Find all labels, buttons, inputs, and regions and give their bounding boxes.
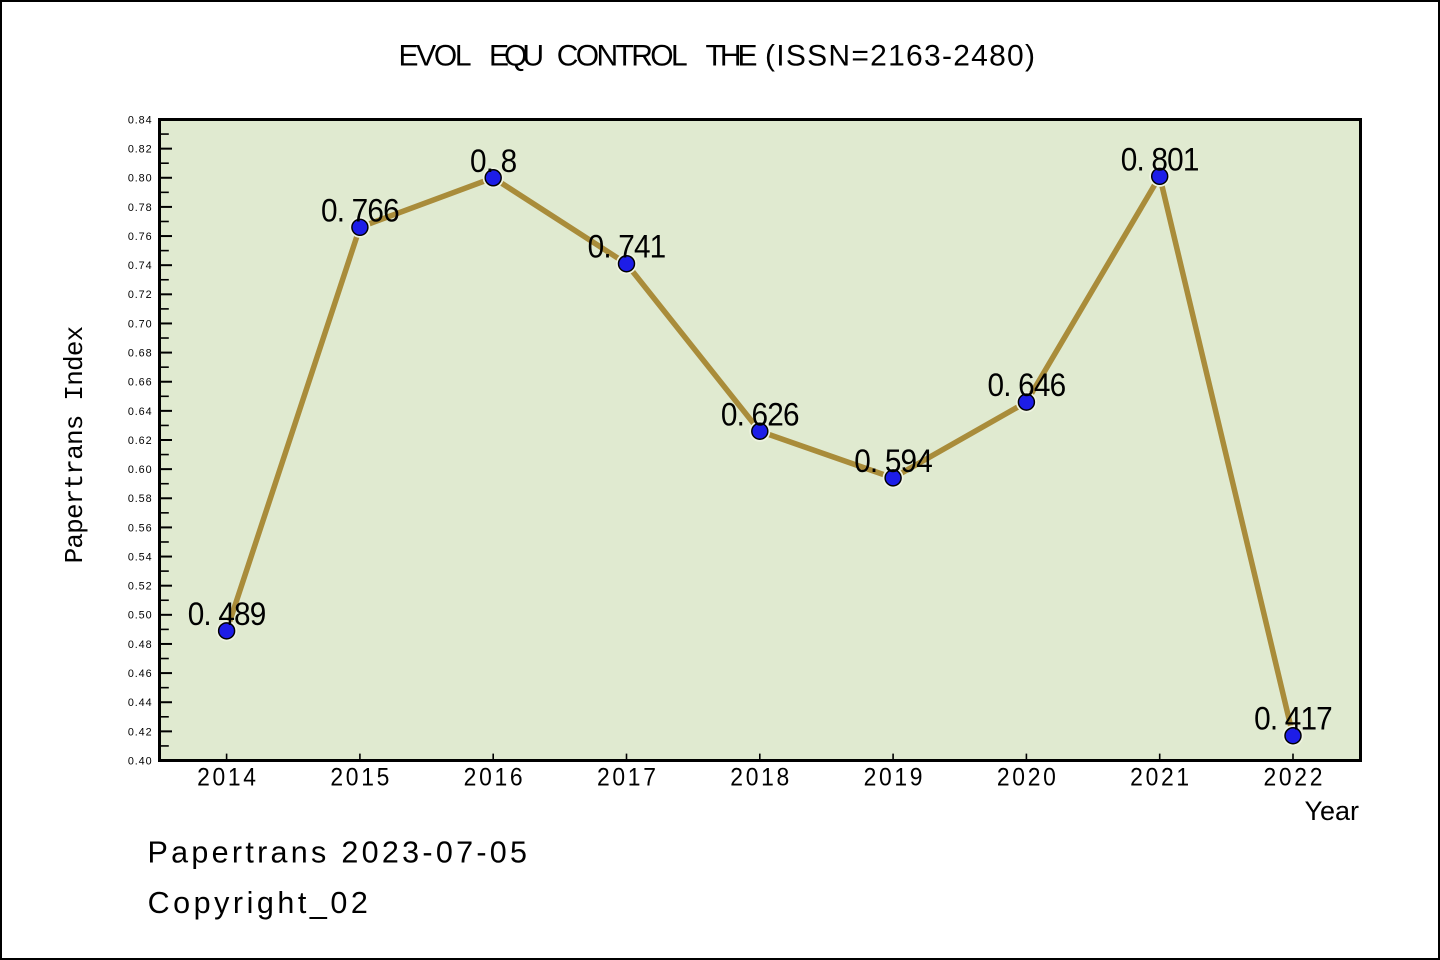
svg-text:2017: 2017 [597, 763, 659, 791]
svg-text:0.52: 0.52 [128, 581, 153, 593]
svg-text:0.74: 0.74 [128, 260, 153, 272]
svg-text:0. 646: 0. 646 [987, 367, 1065, 403]
svg-text:0.58: 0.58 [128, 493, 153, 505]
svg-text:0.82: 0.82 [128, 144, 153, 156]
svg-text:2018: 2018 [730, 763, 792, 791]
svg-text:0.40: 0.40 [128, 755, 153, 767]
svg-text:2014: 2014 [197, 763, 259, 791]
svg-text:Papertrans Index: Papertrans Index [60, 326, 90, 563]
svg-text:THE: THE [706, 40, 758, 73]
svg-text:2022: 2022 [1263, 763, 1325, 791]
svg-text:0.84: 0.84 [128, 114, 153, 126]
svg-text:0.44: 0.44 [128, 697, 153, 709]
svg-text:2015: 2015 [330, 763, 392, 791]
svg-text:0. 766: 0. 766 [321, 192, 399, 228]
svg-text:0. 8: 0. 8 [470, 143, 516, 179]
svg-text:0. 626: 0. 626 [721, 396, 799, 432]
svg-text:2020: 2020 [997, 763, 1059, 791]
svg-text:Papertrans 2023-07-05: Papertrans 2023-07-05 [148, 835, 531, 869]
svg-text:0.66: 0.66 [128, 377, 153, 389]
svg-text:(ISSN=2163-2480): (ISSN=2163-2480) [765, 40, 1035, 73]
svg-text:0. 741: 0. 741 [588, 229, 666, 265]
svg-text:2021: 2021 [1130, 763, 1192, 791]
svg-text:0.68: 0.68 [128, 347, 153, 359]
svg-text:Copyright_02: Copyright_02 [148, 886, 372, 920]
svg-text:0.62: 0.62 [128, 435, 153, 447]
svg-text:0.56: 0.56 [128, 522, 153, 534]
svg-text:EVOL: EVOL [399, 40, 472, 73]
svg-text:0.76: 0.76 [128, 231, 153, 243]
svg-text:Year: Year [1304, 796, 1359, 826]
svg-text:CONTROL: CONTROL [557, 40, 688, 73]
svg-text:0.80: 0.80 [128, 173, 153, 185]
svg-text:EQU: EQU [489, 40, 544, 73]
svg-text:0.78: 0.78 [128, 202, 153, 214]
svg-text:0. 594: 0. 594 [854, 443, 932, 479]
svg-text:0. 489: 0. 489 [188, 596, 266, 632]
svg-text:0. 417: 0. 417 [1254, 701, 1332, 737]
svg-text:0.42: 0.42 [128, 726, 153, 738]
svg-text:0.64: 0.64 [128, 406, 153, 418]
svg-text:0.54: 0.54 [128, 551, 153, 563]
svg-text:0.72: 0.72 [128, 289, 153, 301]
svg-text:0.60: 0.60 [128, 464, 153, 476]
svg-text:2016: 2016 [464, 763, 526, 791]
svg-text:0.46: 0.46 [128, 668, 153, 680]
svg-text:0.70: 0.70 [128, 318, 153, 330]
svg-text:0. 801: 0. 801 [1121, 141, 1199, 177]
svg-text:0.50: 0.50 [128, 610, 153, 622]
svg-text:0.48: 0.48 [128, 639, 153, 651]
svg-text:2019: 2019 [864, 763, 926, 791]
